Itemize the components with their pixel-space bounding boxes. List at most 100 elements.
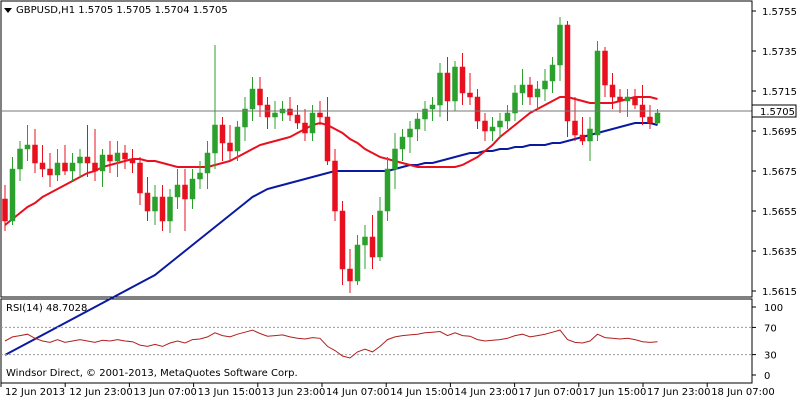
candle-body (467, 92, 473, 98)
candle-body (39, 162, 46, 170)
candle-body (437, 72, 443, 106)
candle-body (564, 24, 571, 122)
price-pane (0, 0, 753, 298)
candle-body (459, 66, 466, 94)
rsi-line (4, 329, 658, 359)
candle-body (497, 120, 503, 128)
candle-body (24, 144, 31, 150)
price-tick-label: 1.5675 (762, 167, 797, 178)
candle-body (587, 128, 593, 142)
candle-body (624, 96, 631, 102)
time-tick-label: 18 Jun 07:00 (711, 387, 775, 398)
time-axis: 12 Jun 2013 12 Jun 23:00 13 Jun 07:00 13 Ju… (0, 383, 775, 398)
time-tick-label: 12 Jun 23:00 (69, 387, 133, 398)
price-tick-label: 1.5715 (762, 87, 797, 98)
candle-body (122, 152, 128, 160)
candle-body (17, 148, 23, 170)
candle-body (392, 148, 398, 170)
candle-body (347, 268, 353, 282)
time-tick-label: 13 Jun 07:00 (133, 387, 197, 398)
candle-body (512, 92, 518, 114)
candle-body (362, 236, 368, 246)
current-price-tag: 1.5705 (1, 104, 797, 118)
time-tick-label: 17 Jun 15:00 (583, 387, 647, 398)
chevron-down-icon[interactable] (4, 8, 12, 13)
candle-body (137, 162, 143, 194)
candle-body (534, 88, 541, 98)
price-axis: 1.5755 1.5735 1.5715 1.5695 1.5675 1.5655 1.56… (752, 7, 797, 298)
price-tick-label: 1.5655 (762, 207, 797, 218)
candle-body (384, 168, 391, 212)
candle-body (144, 192, 151, 212)
candle-body (249, 88, 256, 110)
candle-body (482, 120, 488, 132)
candle-body (572, 120, 578, 136)
candle-body (174, 184, 181, 198)
time-tick-label: 14 Jun 23:00 (454, 387, 518, 398)
candle-body (167, 196, 173, 222)
candle-body (294, 114, 301, 124)
time-tick-label: 13 Jun 23:00 (262, 387, 326, 398)
copyright-text: Windsor Direct, © 2001-2013, MetaQuotes … (6, 368, 298, 379)
candle-body (219, 124, 226, 144)
candle-body (474, 96, 481, 122)
candle-body (2, 198, 8, 222)
candle-body (542, 80, 548, 90)
price-tick-label: 1.5635 (762, 247, 797, 258)
candle-body (602, 50, 608, 86)
candle-body (204, 152, 211, 174)
candle-body (152, 196, 158, 212)
candle-body (242, 108, 248, 128)
candle-body (422, 108, 428, 120)
candle-body (62, 162, 68, 172)
chart-title: GBPUSD,H1 1.5705 1.5705 1.5704 1.5705 (16, 5, 228, 16)
candle-body (654, 112, 661, 124)
candle-body (32, 144, 38, 164)
candle-body (632, 96, 638, 106)
current-price-box (751, 104, 797, 118)
ma-fast-line (4, 96, 658, 226)
candle-body (594, 50, 601, 136)
time-tick-label: 14 Jun 07:00 (326, 387, 390, 398)
time-tick-label: 17 Jun 07:00 (519, 387, 583, 398)
rsi-tick-label: 0 (764, 371, 770, 382)
candle-body (47, 168, 53, 176)
candle-body (272, 112, 278, 118)
candle-body (489, 126, 496, 132)
price-tick-label: 1.5735 (762, 47, 797, 58)
candle-body (92, 162, 98, 172)
ma-slow-line (4, 122, 658, 356)
rsi-label: RSI(14) 48.7028 (6, 303, 88, 314)
candle-body (414, 118, 421, 130)
candle-body (114, 152, 121, 162)
candlestick-series (2, 17, 661, 293)
candle-body (444, 72, 451, 102)
candle-body (159, 196, 166, 222)
moving-average-fast (4, 96, 658, 226)
candle-body (317, 112, 323, 118)
price-tick-label: 1.5755 (762, 7, 797, 18)
candle-body (107, 154, 113, 162)
rsi-indicator: 100 70 30 0 (1, 303, 783, 382)
time-tick-label: 14 Jun 15:00 (390, 387, 454, 398)
candle-body (77, 156, 83, 164)
candle-body (609, 84, 616, 98)
candle-body (617, 96, 623, 102)
rsi-tick-label: 30 (764, 351, 777, 362)
candle-body (54, 162, 61, 176)
candle-body (407, 128, 413, 138)
current-price-label: 1.5705 (760, 107, 795, 118)
candle-body (302, 122, 308, 134)
time-tick-label: 13 Jun 15:00 (198, 387, 262, 398)
candle-body (527, 84, 533, 98)
candle-body (369, 236, 376, 258)
candle-body (84, 156, 91, 164)
moving-average-slow (4, 122, 658, 356)
candle-body (354, 244, 361, 282)
candle-body (212, 124, 218, 154)
candle-body (189, 178, 196, 200)
rsi-tick-label: 70 (764, 323, 777, 334)
candle-body (377, 210, 383, 258)
candle-body (182, 184, 188, 200)
